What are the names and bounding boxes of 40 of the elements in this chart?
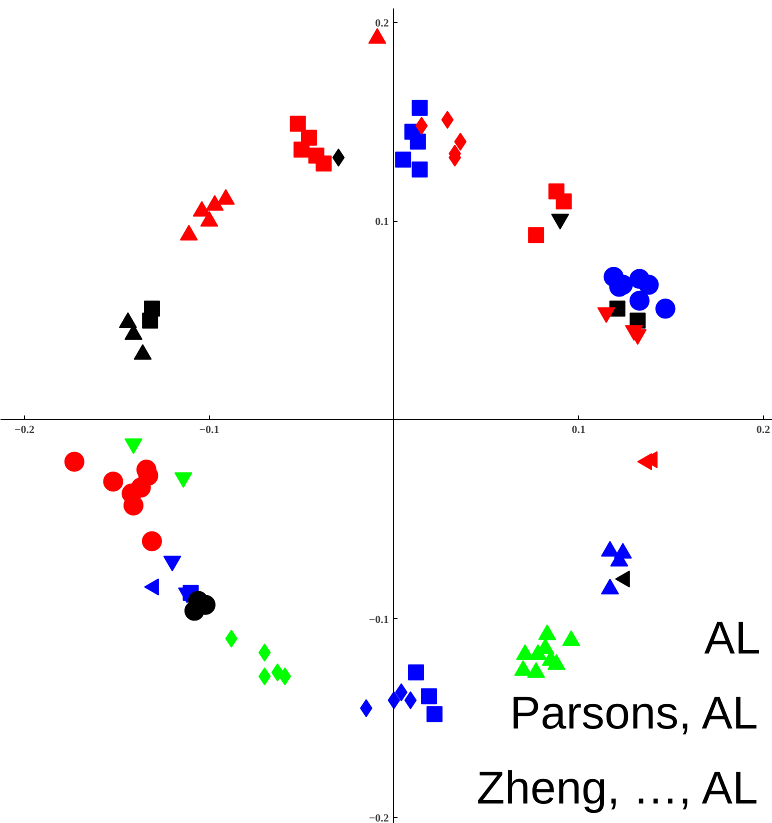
- point: [258, 667, 271, 686]
- point: [528, 227, 544, 244]
- point: [420, 688, 437, 704]
- point: [415, 116, 428, 135]
- y-tick-label: 0.2: [375, 17, 390, 30]
- point: [556, 193, 572, 210]
- point: [142, 312, 158, 329]
- y-tick-label: 0.1: [375, 216, 389, 228]
- x-tick-label: −0.1: [199, 424, 220, 436]
- point: [408, 664, 424, 680]
- point: [64, 452, 84, 472]
- point: [258, 644, 271, 662]
- point: [332, 148, 345, 167]
- annotation: Zheng, …, AL: [476, 762, 758, 814]
- annotation: AL: [704, 612, 760, 664]
- point: [410, 134, 426, 150]
- point: [426, 706, 443, 722]
- point: [404, 691, 417, 710]
- point: [290, 116, 306, 132]
- point: [294, 142, 310, 158]
- point: [225, 630, 238, 648]
- point: [454, 132, 467, 151]
- point: [395, 152, 412, 168]
- point: [638, 274, 659, 295]
- x-tick-label: 0.2: [756, 424, 771, 436]
- point: [441, 110, 454, 129]
- annotation: Parsons, AL: [510, 686, 758, 738]
- point: [630, 290, 650, 311]
- point: [316, 156, 332, 172]
- x-tick-label: −0.2: [14, 424, 36, 436]
- point: [184, 600, 204, 621]
- point: [103, 472, 124, 492]
- point: [412, 162, 428, 178]
- point: [142, 531, 162, 552]
- point: [655, 298, 676, 319]
- y-tick-label: −0.1: [368, 614, 389, 626]
- y-tick-label: −0.2: [368, 812, 390, 823]
- point: [278, 667, 292, 686]
- x-tick-label: 0.1: [572, 424, 586, 436]
- point: [412, 100, 428, 116]
